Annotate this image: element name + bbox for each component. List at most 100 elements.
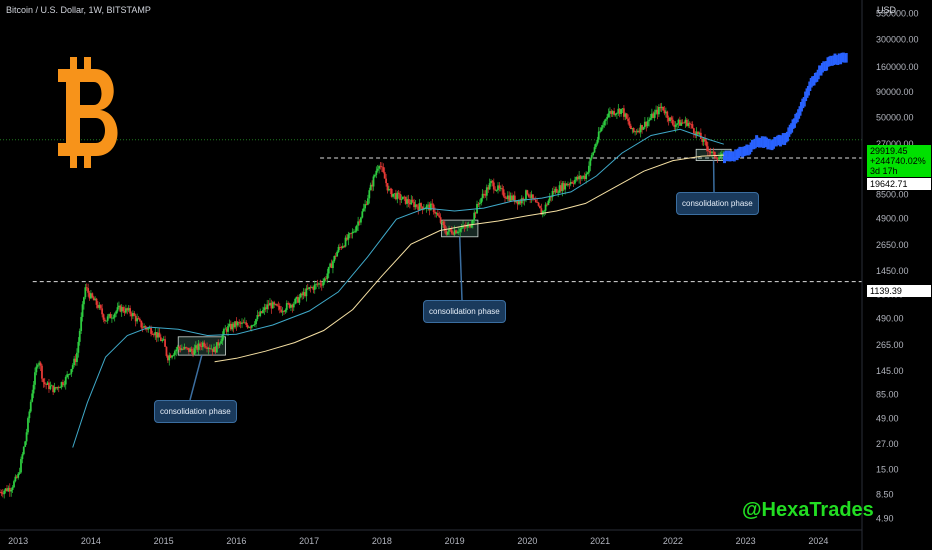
- annotation-consolidation-3[interactable]: consolidation phase: [676, 192, 759, 215]
- candle-body: [17, 473, 20, 478]
- candle-body: [138, 319, 141, 321]
- candle-body: [340, 247, 343, 248]
- candle-body: [71, 365, 74, 370]
- candle-body: [77, 341, 80, 353]
- candle-body: [569, 182, 572, 185]
- candle-body: [92, 297, 95, 301]
- candle-body: [55, 387, 57, 389]
- candle-body: [120, 307, 123, 312]
- candle-body: [497, 185, 499, 191]
- candle-body: [154, 331, 157, 336]
- candle-body: [678, 119, 681, 126]
- candle-body: [276, 304, 278, 306]
- candle-body: [192, 350, 194, 355]
- candle-body: [50, 385, 53, 387]
- projection-layer: [722, 52, 848, 164]
- candle-body: [179, 348, 182, 351]
- candle-body: [588, 165, 590, 173]
- candle-body: [610, 111, 613, 115]
- candle-body: [332, 261, 334, 269]
- candle-body: [315, 283, 318, 285]
- candle-body: [392, 193, 394, 197]
- candle-body: [136, 318, 138, 322]
- candle-body: [201, 342, 204, 348]
- candle-body: [187, 347, 190, 352]
- candle-body: [7, 487, 10, 492]
- candle-body: [35, 366, 38, 373]
- candle-body: [305, 288, 308, 297]
- candle-body: [330, 263, 333, 269]
- candle-body: [660, 106, 663, 109]
- candle-body: [152, 334, 155, 336]
- candle-body: [283, 311, 285, 313]
- candle-body: [8, 487, 11, 492]
- candle-body: [186, 347, 189, 349]
- candle-body: [688, 123, 691, 124]
- candle-body: [628, 121, 631, 126]
- current-price-tag: 29919.45 +244740.02% 3d 17h: [867, 145, 931, 177]
- candle-body: [229, 323, 232, 330]
- candle-body: [42, 378, 45, 383]
- candle-body: [74, 358, 77, 363]
- candle-body: [511, 195, 513, 201]
- candle-body: [0, 491, 3, 494]
- candle-body: [652, 113, 655, 118]
- candle-body: [73, 358, 76, 366]
- annotation-consolidation-1[interactable]: consolidation phase: [154, 400, 237, 423]
- candle-body: [208, 347, 211, 349]
- candle-body: [456, 232, 459, 234]
- candle-body: [31, 393, 34, 402]
- x-tick-label: 2017: [299, 536, 319, 546]
- candle-body: [699, 132, 702, 139]
- candle-body: [234, 321, 236, 328]
- candle-body: [480, 198, 483, 203]
- candle-body: [6, 488, 8, 492]
- candle-body: [667, 117, 670, 122]
- candle-body: [375, 170, 378, 175]
- candle-body: [501, 188, 504, 190]
- candle-body: [452, 233, 455, 235]
- candle-body: [355, 225, 358, 231]
- candle-body: [485, 187, 488, 196]
- candle-body: [453, 230, 456, 235]
- annotation-consolidation-2[interactable]: consolidation phase: [423, 300, 506, 323]
- candle-body: [43, 382, 46, 385]
- candle-body: [487, 187, 490, 190]
- candle-body: [484, 193, 487, 196]
- candle-body: [210, 348, 213, 350]
- candle-body: [379, 166, 382, 167]
- candle-body: [670, 117, 673, 120]
- y-tick-label: 160000.00: [876, 62, 919, 72]
- x-tick-label: 2018: [372, 536, 392, 546]
- candle-body: [602, 125, 604, 128]
- candle-body: [708, 150, 711, 152]
- candle-body: [657, 106, 660, 115]
- candle-body: [1, 493, 4, 495]
- candle-body: [543, 210, 546, 212]
- candle-body: [555, 188, 558, 193]
- candle-body: [239, 322, 242, 324]
- candle-body: [248, 326, 250, 328]
- candle-body: [390, 189, 393, 197]
- candle-body: [285, 303, 288, 310]
- candle-body: [547, 200, 550, 205]
- candle-body: [548, 196, 551, 201]
- candle-body: [220, 341, 222, 344]
- candle-body: [334, 255, 337, 257]
- candle-body: [434, 211, 436, 214]
- candle-body: [481, 193, 484, 199]
- candle-body: [28, 411, 31, 419]
- candle-body: [638, 130, 641, 133]
- y-tick-label: 27000.00: [876, 139, 914, 149]
- candle-body: [620, 109, 623, 114]
- candle-body: [291, 304, 294, 308]
- candle-body: [36, 365, 39, 367]
- candle-body: [369, 184, 372, 191]
- candle-body: [438, 215, 441, 218]
- x-tick-label: 2021: [590, 536, 610, 546]
- candle-body: [378, 166, 381, 169]
- candle-body: [165, 346, 168, 356]
- candle-body: [4, 488, 7, 491]
- candle-body: [597, 131, 600, 140]
